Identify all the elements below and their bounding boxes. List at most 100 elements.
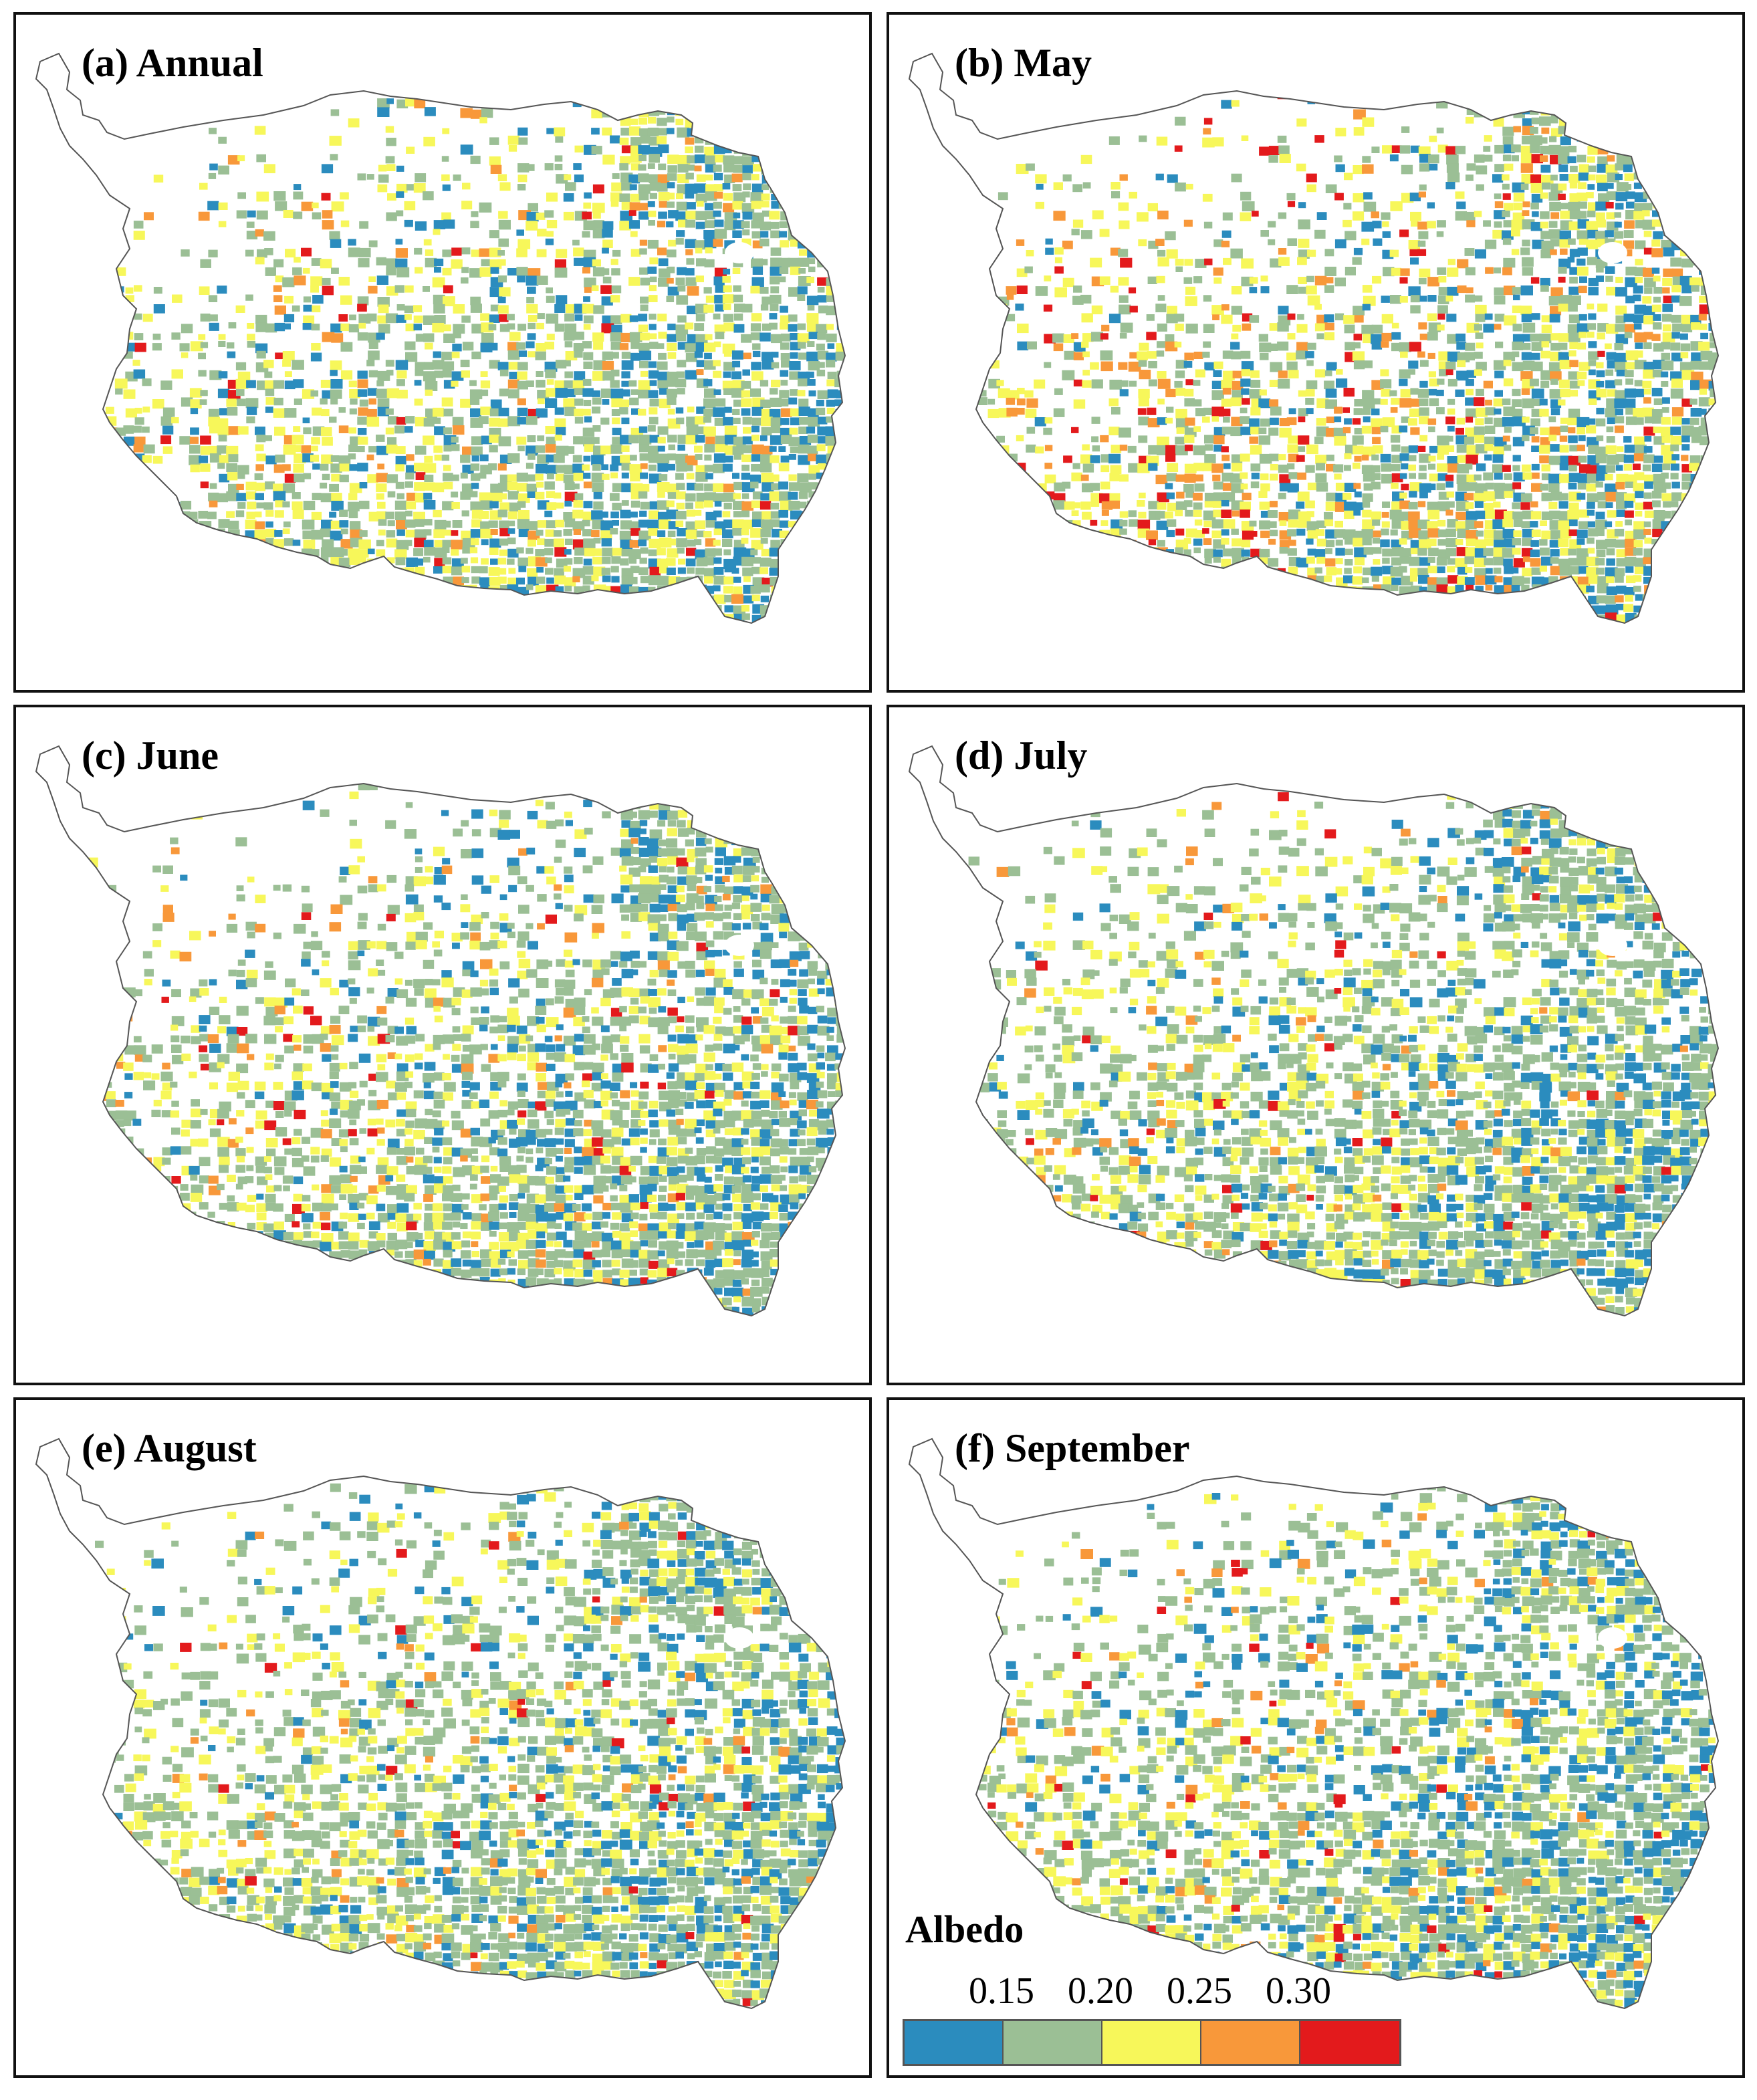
albedo-pixel bbox=[780, 455, 790, 463]
albedo-pixel bbox=[1718, 146, 1729, 154]
albedo-pixel bbox=[1504, 445, 1512, 451]
albedo-pixel bbox=[132, 577, 145, 587]
albedo-pixel bbox=[666, 500, 675, 507]
albedo-pixel bbox=[330, 455, 340, 462]
albedo-pixel bbox=[1120, 380, 1129, 387]
albedo-pixel bbox=[788, 287, 801, 297]
albedo-pixel bbox=[1138, 435, 1148, 443]
albedo-pixel bbox=[311, 343, 321, 351]
albedo-pixel bbox=[808, 266, 816, 273]
albedo-pixel bbox=[274, 624, 286, 634]
albedo-pixel bbox=[415, 595, 427, 605]
albedo-pixel bbox=[667, 182, 675, 189]
albedo-pixel bbox=[1148, 361, 1157, 368]
albedo-pixel bbox=[1017, 341, 1029, 351]
albedo-pixel bbox=[1314, 229, 1326, 239]
albedo-pixel bbox=[723, 193, 733, 201]
albedo-pixel bbox=[835, 586, 844, 592]
albedo-pixel bbox=[798, 622, 810, 623]
albedo-pixel bbox=[425, 257, 437, 267]
albedo-pixel bbox=[49, 314, 60, 322]
albedo-pixel bbox=[1362, 117, 1375, 127]
albedo-pixel bbox=[1539, 455, 1549, 463]
albedo-pixel bbox=[219, 408, 229, 416]
albedo-pixel bbox=[1221, 100, 1232, 109]
albedo-pixel bbox=[453, 304, 465, 314]
albedo-pixel bbox=[723, 624, 734, 633]
albedo-pixel bbox=[806, 568, 817, 577]
albedo-pixel bbox=[817, 100, 829, 110]
albedo-pixel bbox=[36, 370, 43, 381]
albedo-pixel bbox=[808, 604, 821, 614]
albedo-pixel bbox=[649, 342, 659, 349]
albedo-pixel bbox=[714, 594, 726, 604]
albedo-pixel bbox=[638, 380, 651, 390]
albedo-pixel bbox=[676, 193, 684, 199]
albedo-pixel bbox=[761, 417, 773, 427]
albedo-pixel bbox=[619, 399, 629, 407]
albedo-pixel bbox=[320, 594, 331, 603]
albedo-pixel bbox=[1391, 332, 1401, 340]
albedo-pixel bbox=[778, 276, 786, 283]
albedo-pixel bbox=[1466, 220, 1476, 227]
albedo-pixel bbox=[377, 98, 390, 109]
albedo-pixel bbox=[471, 604, 479, 611]
albedo-pixel bbox=[1596, 380, 1605, 388]
albedo-pixel bbox=[760, 538, 768, 544]
albedo-pixel bbox=[1559, 90, 1567, 97]
albedo-pixel bbox=[179, 594, 190, 603]
albedo-pixel bbox=[1689, 203, 1697, 210]
albedo-pixel bbox=[1569, 360, 1578, 368]
albedo-pixel bbox=[1305, 465, 1315, 473]
albedo-pixel bbox=[1663, 268, 1673, 277]
albedo-pixel bbox=[180, 501, 192, 510]
albedo-pixel bbox=[366, 605, 379, 616]
albedo-pixel bbox=[1250, 463, 1261, 472]
albedo-pixel bbox=[368, 240, 378, 247]
albedo-pixel bbox=[1193, 493, 1203, 501]
albedo-pixel bbox=[1670, 371, 1682, 381]
albedo-pixel bbox=[78, 493, 87, 501]
albedo-pixel bbox=[610, 511, 619, 519]
albedo-pixel bbox=[263, 502, 273, 510]
albedo-pixel bbox=[376, 473, 388, 483]
albedo-pixel bbox=[723, 483, 734, 493]
albedo-pixel bbox=[114, 567, 124, 575]
albedo-pixel bbox=[1147, 407, 1157, 415]
albedo-pixel bbox=[386, 530, 396, 538]
albedo-pixel bbox=[518, 510, 530, 519]
albedo-pixel bbox=[816, 493, 827, 502]
albedo-pixel bbox=[366, 360, 375, 366]
albedo-pixel bbox=[423, 315, 435, 325]
albedo-pixel bbox=[1605, 144, 1612, 150]
albedo-pixel bbox=[1689, 154, 1699, 162]
albedo-pixel bbox=[489, 417, 500, 427]
albedo-pixel bbox=[584, 416, 592, 423]
albedo-pixel bbox=[1550, 378, 1558, 385]
albedo-pixel bbox=[247, 576, 258, 585]
albedo-pixel bbox=[1390, 295, 1401, 304]
albedo-pixel bbox=[265, 267, 276, 276]
albedo-pixel bbox=[1549, 90, 1560, 99]
albedo-pixel bbox=[1194, 483, 1205, 492]
albedo-pixel bbox=[1494, 483, 1505, 492]
albedo-pixel bbox=[733, 116, 743, 124]
albedo-pixel bbox=[1670, 342, 1681, 351]
albedo-pixel bbox=[582, 231, 590, 238]
albedo-pixel bbox=[228, 322, 237, 329]
albedo-pixel bbox=[1560, 136, 1571, 146]
albedo-pixel bbox=[1577, 107, 1587, 114]
albedo-pixel bbox=[368, 612, 380, 623]
albedo-pixel bbox=[508, 603, 520, 613]
albedo-pixel bbox=[1139, 135, 1147, 142]
albedo-pixel bbox=[1344, 324, 1355, 334]
albedo-pixel bbox=[630, 137, 642, 146]
albedo-pixel bbox=[619, 163, 628, 170]
albedo-pixel bbox=[368, 446, 376, 453]
albedo-pixel bbox=[199, 595, 211, 605]
albedo-pixel bbox=[1691, 352, 1702, 361]
albedo-pixel bbox=[574, 612, 587, 622]
albedo-pixel bbox=[619, 193, 630, 202]
albedo-pixel bbox=[675, 453, 688, 464]
albedo-pixel bbox=[507, 548, 519, 558]
